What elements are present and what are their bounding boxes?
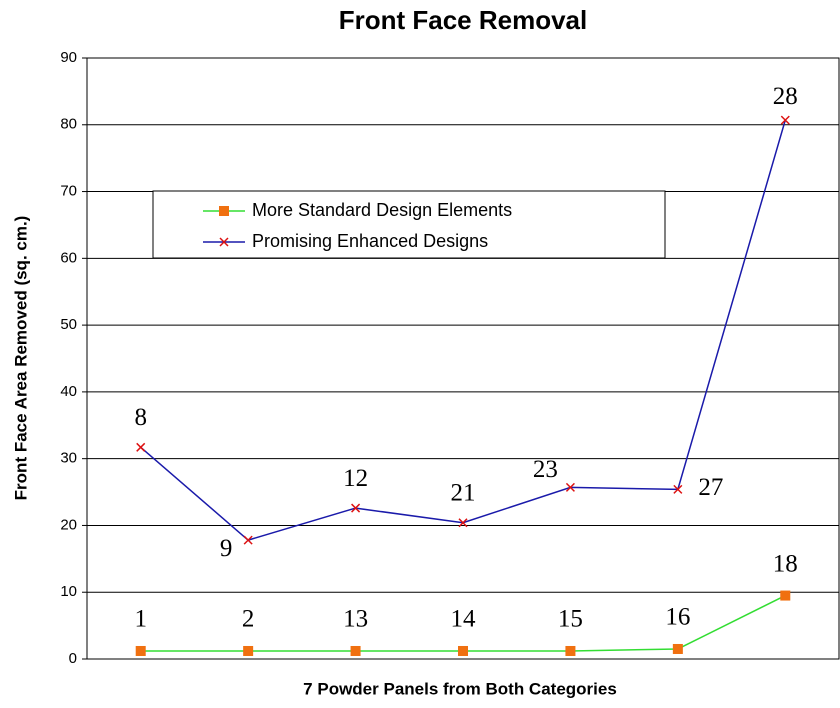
legend-label: Promising Enhanced Designs xyxy=(252,231,488,251)
point-label: 13 xyxy=(343,606,368,633)
marker xyxy=(458,518,468,528)
point-label: 28 xyxy=(773,83,798,110)
legend-marker xyxy=(219,237,229,247)
y-tick-label: 30 xyxy=(60,450,77,467)
y-tick-label: 60 xyxy=(60,249,77,266)
y-tick-label: 50 xyxy=(60,316,77,333)
point-label: 21 xyxy=(451,480,476,507)
marker xyxy=(673,484,683,494)
y-tick-label: 20 xyxy=(60,516,77,533)
marker xyxy=(351,503,361,513)
point-label: 27 xyxy=(698,474,723,501)
y-tick-label: 80 xyxy=(60,116,77,133)
marker xyxy=(350,645,361,656)
legend-box xyxy=(152,190,666,259)
legend-marker xyxy=(219,206,229,216)
y-tick-label: 10 xyxy=(60,583,77,600)
marker xyxy=(565,645,576,656)
marker xyxy=(780,590,791,601)
y-tick-label: 40 xyxy=(60,383,77,400)
series-line xyxy=(140,119,787,541)
point-label: 2 xyxy=(242,606,255,633)
marker xyxy=(135,645,146,656)
marker xyxy=(458,645,468,656)
plot-frame xyxy=(86,57,840,660)
marker xyxy=(243,645,254,656)
point-label: 23 xyxy=(533,456,558,483)
legend-label: More Standard Design Elements xyxy=(252,200,512,220)
point-label: 15 xyxy=(558,606,583,633)
point-label: 18 xyxy=(773,550,798,577)
y-tick-label: 70 xyxy=(60,183,77,200)
point-label: 14 xyxy=(451,606,477,633)
marker xyxy=(565,482,575,492)
chart-title: Front Face Removal xyxy=(339,5,588,35)
point-label: 16 xyxy=(665,604,690,631)
point-label: 8 xyxy=(134,404,147,431)
y-tick-label: 90 xyxy=(60,49,77,66)
x-axis-label: 7 Powder Panels from Both Categories xyxy=(303,679,617,698)
marker xyxy=(780,115,790,125)
marker xyxy=(243,535,253,545)
point-label: 9 xyxy=(220,535,233,562)
point-label: 1 xyxy=(134,606,147,633)
y-axis-label: Front Face Area Removed (sq. cm.) xyxy=(11,216,30,501)
y-tick-label: 0 xyxy=(69,650,77,667)
point-label: 12 xyxy=(343,465,368,492)
marker xyxy=(136,442,146,452)
marker xyxy=(672,643,683,654)
